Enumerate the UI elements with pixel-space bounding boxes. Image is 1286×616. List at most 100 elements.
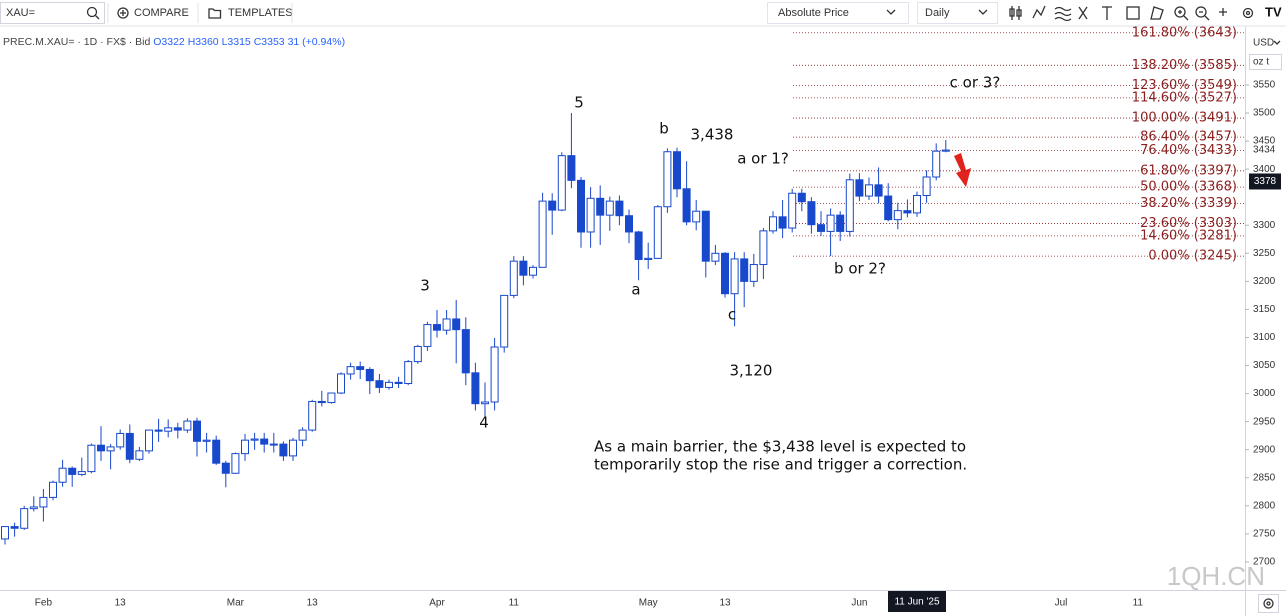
price-mode-dropdown[interactable] [767,2,909,24]
legend-symbol: PREC.M.XAU= · 1D · FX$ · Bid [3,36,150,48]
candle-body [471,372,480,405]
candle-body [356,366,365,370]
candle-body [903,210,912,214]
y-tick-label: 2850 [1253,472,1276,483]
search-icon[interactable] [86,6,100,20]
legend-high: H3360 [188,36,219,48]
candle-body [615,200,624,217]
candle-body [682,188,691,223]
candle-body [634,231,643,260]
candle-body [749,264,758,282]
candle-body [29,506,38,510]
crosshair-date: 11 Jun '25 [894,597,940,608]
candle-body [49,481,57,498]
y-tick-label: 2750 [1253,529,1276,540]
candle-body [260,438,269,445]
candle-body [452,318,461,331]
candle-body [759,230,768,266]
candle-body [721,252,729,295]
templates-icon[interactable] [208,8,222,19]
chevron[interactable] [1273,40,1281,45]
y-tick-label: 3500 [1253,108,1276,119]
candle-body [116,432,125,448]
candle-body [164,427,173,432]
crosshair-price: 3378 [1254,176,1277,187]
candle-body [663,151,672,208]
y-tick-label: 3200 [1253,276,1276,287]
candle-body [298,429,307,441]
candle-body [154,429,163,432]
x-tick-label: Jul [1055,598,1068,609]
candle-body [423,324,432,347]
candle-body [865,184,873,197]
candle-body [68,467,77,475]
currency-label[interactable]: USD [1253,38,1274,49]
candle-body [317,400,326,404]
fib-label: 0.00% (3245) [1148,249,1237,264]
candle-body [596,197,605,216]
candle-body [778,216,787,229]
candle-body [269,443,278,446]
candle-body [135,450,144,460]
y-tick-label: 3300 [1253,220,1276,231]
templates-button[interactable]: TEMPLATES [228,7,293,19]
legend-change: 31 (+0.94%) [288,36,346,48]
candle-body [97,444,105,452]
unit-label[interactable]: oz t [1253,57,1269,68]
symbol-search[interactable] [0,2,105,24]
candle-body [730,258,739,295]
candle-body [221,462,230,474]
symbol-input[interactable]: XAU= [6,7,35,19]
chevron[interactable] [886,9,896,15]
settings-icon[interactable] [1263,598,1274,609]
candle-body [183,420,192,431]
fib-label: 100.00% (3491) [1132,111,1237,126]
unit-button[interactable] [1249,54,1282,70]
wave-label: c or 3? [950,74,1001,92]
wave-label: 3,120 [730,362,773,380]
candle-body [20,508,29,529]
interval-dropdown[interactable] [917,2,998,24]
candle-body [289,439,297,457]
candle-body [77,471,86,475]
candle-body [346,366,355,375]
candle-body [231,453,240,474]
fib-label: 23.60% (3303) [1140,216,1237,231]
candle-body [673,151,681,190]
wave-label: b [659,120,669,138]
y-tick-label: 2950 [1253,416,1276,427]
candle-body [385,381,393,388]
candle-body [788,192,797,229]
y-tick-label: 3100 [1253,332,1276,343]
chevron[interactable] [978,9,988,15]
compare-button[interactable]: COMPARE [134,7,189,19]
x-tick-label: May [639,598,658,609]
candle-body [173,427,182,431]
y-tick-label: 2800 [1253,500,1276,511]
x-tick-label: Jun [851,598,867,609]
y-tick-label: 3400 [1253,164,1276,175]
fib-label: 50.00% (3368) [1140,180,1237,195]
chart-tools[interactable] [1009,5,1254,22]
x-tick-label: 13 [307,598,319,609]
toolbar: XAU= COMPARE TEMPLATES Absolute Price Da… [0,0,1286,27]
wave-label: a [631,281,640,299]
compare-icon[interactable] [117,7,129,19]
candle-body [817,224,825,232]
candle-body [807,201,816,226]
fib-label: 114.60% (3527) [1132,90,1237,105]
interval-label[interactable]: Daily [925,7,950,19]
price-mode-label[interactable]: Absolute Price [778,7,849,19]
candle-body [529,266,537,276]
fib-label: 138.20% (3585) [1132,58,1237,73]
candle-body [826,214,835,232]
settings-button[interactable] [1258,594,1279,613]
fib-label: 61.80% (3397) [1140,163,1237,178]
candle-body [855,179,864,197]
candle-body [913,195,921,214]
y-tick-label: 3550 [1253,80,1276,91]
candle-body [413,345,422,363]
candle-body [337,373,345,394]
x-tick-label: Feb [35,598,53,609]
